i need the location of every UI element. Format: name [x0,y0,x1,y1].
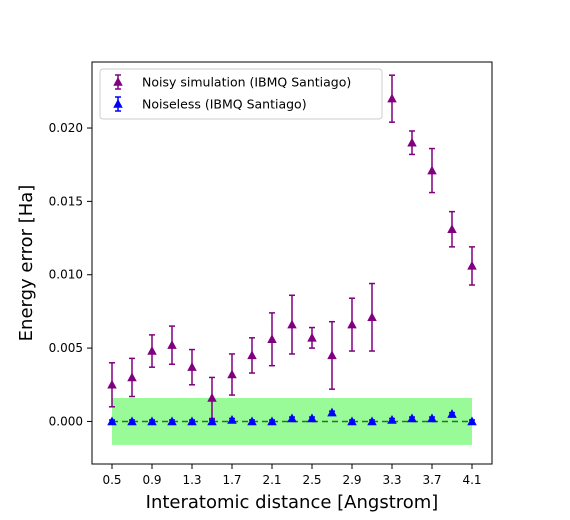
series-layer [107,74,477,426]
data-point [467,260,477,270]
x-tick-label: 1.7 [222,473,241,487]
legend-entries: Noisy simulation (IBMQ Santiago) Noiseles… [113,74,351,112]
legend-box [99,68,383,120]
y-axis: 0.000 0.005 0.010 0.015 0.020 [49,121,92,428]
data-point [227,369,237,379]
data-point [387,414,397,424]
data-point [407,413,417,423]
x-tick-label: 3.7 [422,473,441,487]
data-point [307,332,317,342]
x-tick-label: 1.3 [182,473,201,487]
data-point [207,392,217,402]
data-point [447,224,457,234]
data-point [267,416,277,426]
data-point [107,416,117,426]
x-tick-label: 2.5 [302,473,321,487]
y-axis-label: Energy error [Ha] [16,185,37,342]
data-point [107,379,117,389]
data-point [287,413,297,423]
data-point [187,362,197,371]
y-tick-label: 0.010 [49,268,83,282]
x-tick-label: 0.9 [142,473,161,487]
data-point [407,137,417,147]
data-point [347,416,357,426]
data-point [187,416,197,426]
data-point [387,93,397,103]
x-tick-label: 3.3 [382,473,401,487]
data-point [327,350,337,360]
data-point [207,416,217,426]
legend-label: Noisy simulation (IBMQ Santiago) [142,75,351,90]
data-point [247,350,257,360]
x-axis-label: Interatomic distance [Angstrom] [146,492,439,513]
x-tick-label: 4.1 [462,473,481,487]
data-point [147,346,157,355]
data-point [287,319,297,329]
data-point [467,416,477,426]
x-tick-label: 0.5 [102,473,121,487]
data-point [267,334,277,344]
data-point [347,319,357,329]
data-point [147,416,157,426]
data-point [167,340,177,349]
data-point [367,312,377,322]
legend: Noisy simulation (IBMQ Santiago) Noiseles… [99,68,383,120]
data-point [247,416,257,426]
data-point [427,165,437,175]
data-point [367,416,377,426]
plot-frame [91,61,493,465]
legend-marker [113,99,123,108]
data-point [307,413,317,423]
data-point [227,414,237,424]
data-point [127,416,137,426]
y-tick-label: 0.015 [49,194,83,208]
series-1 [107,407,477,426]
data-point [127,372,137,382]
legend-marker [113,77,123,86]
y-tick-label: 0.020 [49,121,83,135]
data-point [167,416,177,426]
data-point [327,407,337,417]
y-tick-label: 0.000 [49,414,83,428]
x-tick-label: 2.9 [342,473,361,487]
data-point [447,409,457,418]
y-tick-label: 0.005 [49,341,83,355]
data-point [427,413,437,423]
x-tick-label: 2.1 [262,473,281,487]
legend-label: Noiseless (IBMQ Santiago) [142,97,307,112]
x-axis: 0.5 0.9 1.3 1.7 2.1 2.5 2.9 3.3 3.7 4.1 [102,464,482,487]
series-0 [107,74,477,420]
